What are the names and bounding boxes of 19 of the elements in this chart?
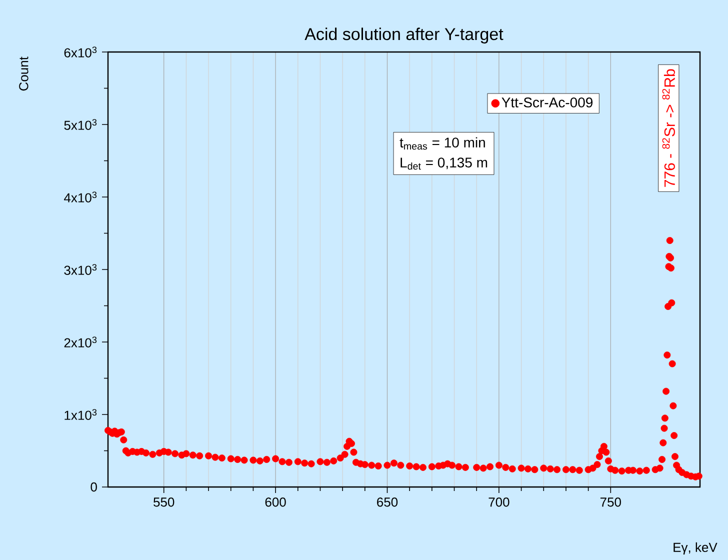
chart-title: Acid solution after Y-target [304,28,504,44]
x-tick-label: 550 [154,498,174,507]
x-tick-label: 750 [600,498,621,507]
y-tick-label: 6x10$^{3}$ [64,46,97,58]
y-tick-label: 5x10$^{3}$ [64,119,97,130]
y-tick-label: 4x10$^{3}$ [64,192,97,202]
y-tick-label: 0 [90,482,97,492]
legend-label: Ytt-Scr-Ac-009 [502,98,593,108]
y-tick-label: 2x10$^{3}$ [64,336,97,348]
y-axis-title: Count [19,56,28,91]
annotation: 776 - $^{82}$Sr -> $^{82}$Rb [662,69,675,187]
annotation: t$_{meas}$ = 10 min [400,137,485,150]
x-tick-label: 700 [488,498,510,507]
x-tick-label: 650 [377,498,398,507]
y-tick-label: 1x10$^{3}$ [64,409,97,420]
y-tick-label: 3x10$^{3}$ [64,264,97,275]
x-tick-label: 600 [265,498,286,507]
x-axis-title: Eγ, keV [674,542,718,555]
annotation: L$_{det}$ = 0,135 m [400,158,488,170]
